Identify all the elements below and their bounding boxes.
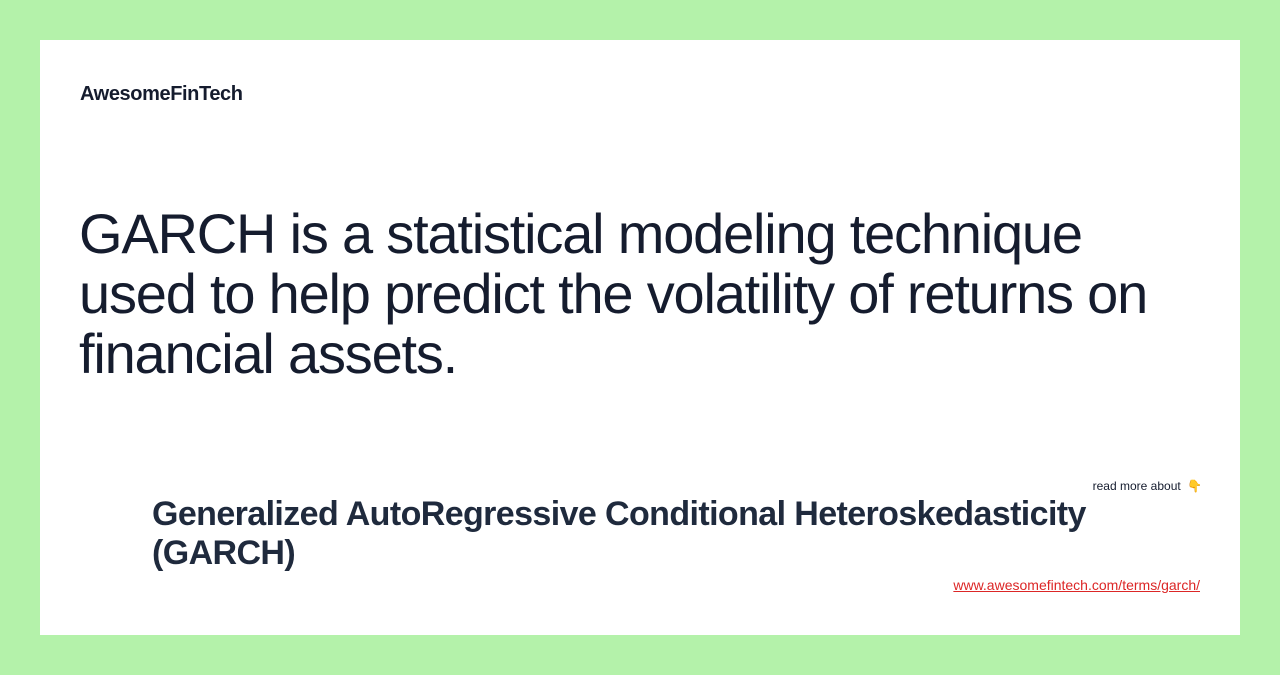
brand-logo-text: AwesomeFinTech xyxy=(80,83,243,105)
definition-text: GARCH is a statistical modeling techniqu… xyxy=(79,202,1148,385)
term-title: Generalized AutoRegressive Conditional H… xyxy=(152,495,1086,572)
read-more-text: read more about xyxy=(1092,479,1181,493)
term-link[interactable]: www.awesomefintech.com/terms/garch/ xyxy=(953,577,1200,593)
read-more-label: read more about 👇 xyxy=(1093,479,1202,493)
definition-card: AwesomeFinTech GARCH is a statistical mo… xyxy=(40,40,1240,635)
pointing-down-icon: 👇 xyxy=(1187,479,1202,493)
